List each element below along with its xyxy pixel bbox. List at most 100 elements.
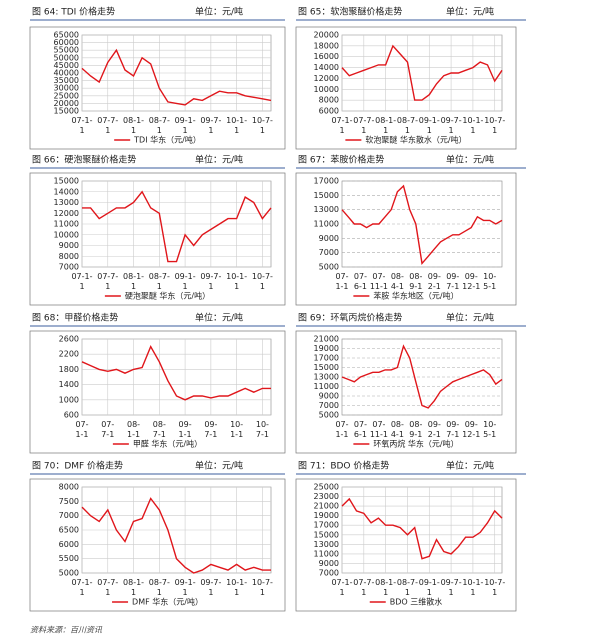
- x-tick-label: 08-7-1: [153, 420, 166, 439]
- x-tick-label: 07-7-1: [97, 116, 118, 135]
- y-tick-label: 13000: [314, 540, 339, 549]
- legend-label: 甲醛 华东（元/吨）: [133, 439, 202, 449]
- y-tick-label: 21000: [314, 335, 339, 344]
- y-tick-label: 8000: [319, 96, 339, 105]
- y-tick-label: 1800: [59, 365, 79, 374]
- x-tick-label: 09-2-1: [428, 272, 441, 291]
- x-tick-label: 10-1-1: [462, 116, 483, 135]
- x-tick-label: 10-5-1: [483, 272, 496, 291]
- y-tick-label: 55000: [54, 46, 79, 55]
- x-tick-label: 09-7-1: [204, 420, 217, 439]
- price-line: [341, 44, 503, 101]
- y-tick-label: 1400: [59, 380, 79, 389]
- x-tick-label: 08-1-1: [123, 272, 144, 291]
- x-tick-label: 08-7-1: [149, 578, 170, 597]
- plot-area: [81, 338, 272, 416]
- price-line: [82, 190, 272, 263]
- y-tick-label: 9000: [319, 392, 339, 401]
- x-tick-label: 07-1-1: [71, 116, 92, 135]
- x-tick-label: 10-7-1: [252, 272, 273, 291]
- y-tick-label: 13000: [314, 373, 339, 382]
- y-tick-label: 1000: [59, 395, 79, 404]
- x-tick-label: 10-7-1: [252, 578, 273, 597]
- x-tick-label: 08-9-1: [409, 420, 422, 439]
- price-line: [81, 48, 272, 106]
- x-tick-label: 09-12-1: [462, 420, 480, 439]
- y-tick-label: 35000: [54, 76, 79, 85]
- price-line: [341, 184, 503, 265]
- chart-title: 图 65：软泡聚醚价格走势: [298, 6, 402, 18]
- x-tick-label: 09-1-1: [179, 420, 192, 439]
- y-tick-label: 6000: [319, 107, 339, 116]
- x-tick-label: 07-1-1: [331, 116, 352, 135]
- y-tick-label: 20000: [54, 99, 79, 108]
- unit-label: 单位：元/吨: [195, 312, 243, 324]
- price-line: [81, 497, 271, 574]
- x-tick-label: 08-7-1: [397, 578, 418, 597]
- chart-title: 图 70：DMF 价格走势: [32, 460, 123, 472]
- x-tick-label: 07-1-1: [71, 578, 92, 597]
- chart-frame: [295, 172, 517, 306]
- unit-label: 单位：元/吨: [195, 460, 243, 472]
- y-tick-label: 12000: [54, 209, 79, 218]
- x-tick-label: 10-1-1: [462, 578, 483, 597]
- x-tick-label: 07-11-1: [370, 420, 388, 439]
- y-tick-label: 65000: [54, 31, 79, 40]
- x-tick-label: 10-7-1: [256, 420, 269, 439]
- y-tick-label: 9000: [319, 559, 339, 568]
- price-line: [81, 345, 271, 401]
- y-tick-label: 7000: [59, 511, 79, 520]
- y-tick-label: 7000: [319, 401, 339, 410]
- legend-label: 环氧丙烷 华东（元/吨）: [373, 439, 458, 449]
- x-tick-label: 09-1-1: [419, 116, 440, 135]
- y-tick-label: 2600: [59, 335, 79, 344]
- x-tick-label: 08-1-1: [375, 116, 396, 135]
- x-tick-label: 09-1-1: [175, 578, 196, 597]
- chart-title: 图 64: TDI 价格走势: [32, 6, 115, 18]
- y-tick-label: 13000: [314, 205, 339, 214]
- x-tick-label: 09-12-1: [462, 272, 480, 291]
- x-tick-label: 09-2-1: [428, 420, 441, 439]
- y-tick-label: 21000: [314, 502, 339, 511]
- x-tick-label: 08-9-1: [409, 272, 422, 291]
- y-tick-label: 10000: [314, 85, 339, 94]
- x-tick-label: 07-7-1: [97, 272, 118, 291]
- y-tick-label: 45000: [54, 61, 79, 70]
- x-tick-label: 08-7-1: [397, 116, 418, 135]
- y-tick-label: 50000: [54, 53, 79, 62]
- unit-label: 单位：元/吨: [195, 154, 243, 166]
- x-tick-label: 07-7-1: [353, 116, 374, 135]
- legend-label: 硬泡聚醚 华东（元/吨）: [125, 291, 210, 301]
- y-tick-label: 23000: [314, 492, 339, 501]
- x-tick-label: 08-1-1: [123, 578, 144, 597]
- x-tick-label: 08-1-1: [127, 420, 140, 439]
- price-line: [341, 344, 503, 409]
- x-tick-label: 09-1-1: [175, 272, 196, 291]
- x-tick-label: 08-1-1: [123, 116, 144, 135]
- y-tick-label: 17000: [314, 354, 339, 363]
- chart-title: 图 66：硬泡聚醚价格走势: [32, 154, 136, 166]
- y-tick-label: 15000: [54, 107, 79, 116]
- x-tick-label: 10-1-1: [230, 420, 243, 439]
- x-tick-label: 09-1-1: [419, 578, 440, 597]
- y-tick-label: 18000: [314, 41, 339, 50]
- chart-frame: [29, 330, 286, 454]
- x-tick-label: 10-1-1: [226, 578, 247, 597]
- y-tick-label: 7000: [319, 248, 339, 257]
- x-tick-label: 07-1-1: [335, 272, 348, 291]
- chart-frame: [295, 478, 517, 612]
- legend-label: 苯胺 华东地区（元/吨）: [373, 291, 458, 301]
- y-tick-label: 7000: [319, 569, 339, 578]
- x-tick-label: 10-1-1: [226, 116, 247, 135]
- x-tick-label: 07-6-1: [354, 272, 367, 291]
- x-tick-label: 07-7-1: [97, 578, 118, 597]
- plot-area: [341, 486, 503, 574]
- y-tick-label: 13000: [54, 198, 79, 207]
- y-tick-label: 9000: [319, 234, 339, 243]
- unit-label: 单位：元/吨: [446, 312, 494, 324]
- y-tick-label: 25000: [54, 91, 79, 100]
- x-tick-label: 10-7-1: [484, 116, 505, 135]
- y-tick-label: 6000: [59, 540, 79, 549]
- y-tick-label: 7500: [59, 497, 79, 506]
